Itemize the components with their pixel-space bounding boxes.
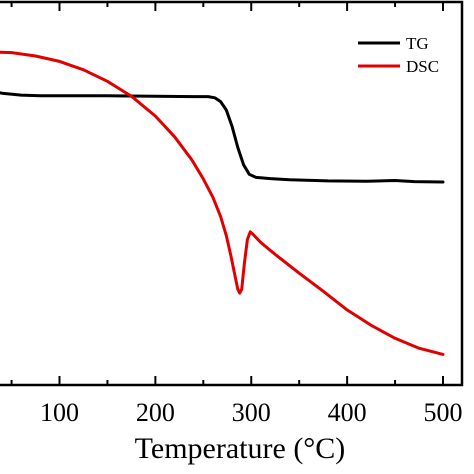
x-tick-label: 300 — [232, 398, 271, 427]
legend-label-dsc: DSC — [406, 57, 439, 76]
plot-frame — [0, 0, 464, 387]
x-tick-label: 500 — [424, 398, 463, 427]
legend: TG DSC — [358, 34, 439, 76]
x-tick-label: 100 — [40, 398, 79, 427]
x-axis-title: Temperature (°C) — [135, 432, 346, 465]
series-line-dsc — [0, 50, 445, 356]
plot-border — [0, 0, 464, 387]
plot-lines — [0, 50, 445, 356]
x-axis-tick-labels: 100 200 300 400 500 — [40, 398, 463, 427]
legend-label-tg: TG — [406, 34, 429, 53]
series-line-tg — [0, 91, 445, 184]
x-tick-label: 200 — [136, 398, 175, 427]
x-tick-label: 400 — [328, 398, 367, 427]
x-axis-ticks — [10, 2, 444, 385]
